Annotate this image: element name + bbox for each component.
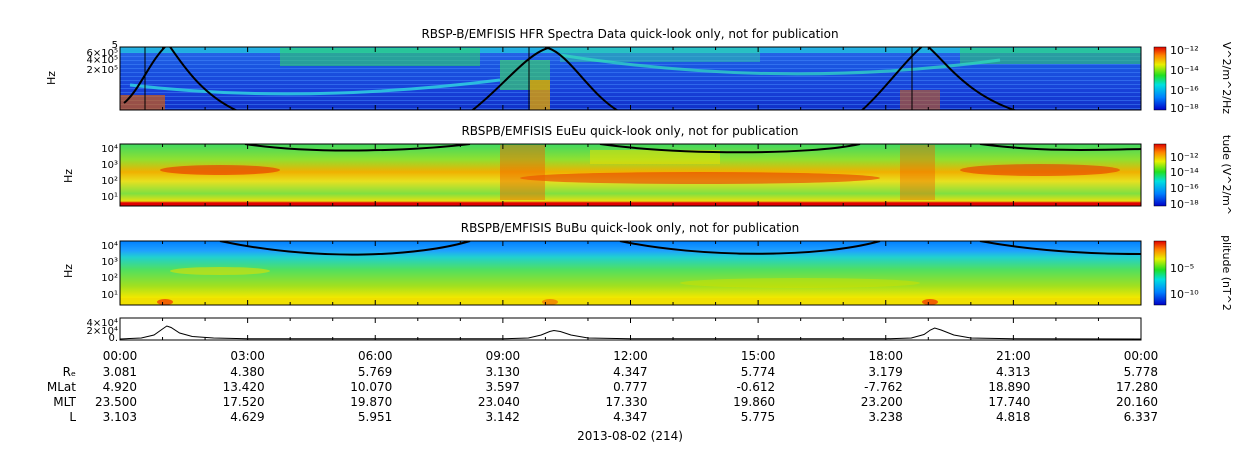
ephemeris-value: 3.081 <box>103 365 137 379</box>
ephemeris-value: 23.500 <box>95 395 137 409</box>
time-tick-label: 21:00 <box>996 349 1031 363</box>
ephemeris-value: 6.337 <box>1124 410 1158 424</box>
bubu-colorbar <box>1153 240 1167 306</box>
ephemeris-value: 3.597 <box>486 380 520 394</box>
eueu-colorbar <box>1153 143 1167 207</box>
ephemeris-value: 20.160 <box>1116 395 1158 409</box>
ephemeris-value: 17.330 <box>606 395 648 409</box>
ephemeris-value: 23.040 <box>478 395 520 409</box>
ephemeris-value: 19.860 <box>733 395 775 409</box>
ephemeris-row-label: Rₑ <box>63 365 76 379</box>
bubu-ytick: 10² <box>101 273 118 284</box>
eueu-ytick: 10³ <box>101 160 118 171</box>
ephemeris-row-label: MLT <box>53 395 76 409</box>
ephemeris-value: 5.774 <box>741 365 775 379</box>
hfr-ytick: 2×10⁵ <box>87 65 118 76</box>
ephemeris-row-label: L <box>69 410 76 424</box>
eueu-cbar-tick: 10⁻¹⁸ <box>1170 198 1199 211</box>
eueu-ytick: 10² <box>101 176 118 187</box>
bubu-ytick: 10³ <box>101 257 118 268</box>
eueu-cbar-label: tude (V^2/m^ <box>1220 135 1233 215</box>
ephemeris-value: 0.777 <box>613 380 647 394</box>
hfr-colorbar <box>1153 46 1167 111</box>
eueu-cbar-tick: 10⁻¹⁶ <box>1170 182 1199 195</box>
hfr-ytick: 6×10⁵ <box>87 48 118 59</box>
hfr-cbar-tick: 10⁻¹⁸ <box>1170 102 1199 115</box>
hfr-panel: RBSP-B/EMFISIS HFR Spectra Data quick-lo… <box>45 27 1233 115</box>
ephemeris-value: 4.347 <box>613 365 647 379</box>
ephemeris-value: 4.313 <box>996 365 1030 379</box>
ephemeris-value: 3.179 <box>868 365 902 379</box>
ephemeris-value: 5.951 <box>358 410 392 424</box>
eueu-panel: RBSPB/EMFISIS EuEu quick-look only, not … <box>62 124 1233 215</box>
bubu-panel: RBSPB/EMFISIS BuBu quick-look only, not … <box>62 221 1233 311</box>
ephemeris-value: 10.070 <box>350 380 392 394</box>
time-tick-label: 18:00 <box>868 349 903 363</box>
eueu-cbar-tick: 10⁻¹² <box>1170 151 1199 164</box>
hfr-cbar-tick: 10⁻¹⁴ <box>1170 64 1199 77</box>
line-panel: 4×10⁴ 2×10⁴ 0. <box>87 317 1142 344</box>
time-axis: 00:00 03:00 06:00 09:00 12:00 15:00 18:00 21:00… <box>103 349 1159 363</box>
ephemeris-value: 17.280 <box>1116 380 1158 394</box>
ephemeris-value: 4.347 <box>613 410 647 424</box>
time-tick-label: 03:00 <box>230 349 265 363</box>
ephemeris-value: 5.778 <box>1124 365 1158 379</box>
ephemeris-value: 4.818 <box>996 410 1030 424</box>
ephemeris-value: 4.380 <box>230 365 264 379</box>
bubu-cbar-label: plitude (nT^2 <box>1220 235 1233 311</box>
ephemeris-value: 23.200 <box>861 395 903 409</box>
ephemeris-value: 3.238 <box>868 410 902 424</box>
ephemeris-value: 13.420 <box>223 380 265 394</box>
ephemeris-value: 3.130 <box>486 365 520 379</box>
eueu-ytick: 10¹ <box>101 192 118 203</box>
hfr-ytick: 5 <box>112 40 118 51</box>
line-series <box>120 325 1141 340</box>
eueu-cbar-tick: 10⁻¹⁴ <box>1170 166 1199 179</box>
eueu-ytick: 10⁴ <box>101 144 118 155</box>
ephemeris-row-label: MLat <box>47 380 76 394</box>
line-ytick: 4×10⁴ <box>87 318 118 329</box>
hfr-cbar-tick: 10⁻¹⁶ <box>1170 84 1199 97</box>
ephemeris-value: 4.629 <box>230 410 264 424</box>
time-tick-label: 09:00 <box>486 349 521 363</box>
ephemeris-value: 4.920 <box>103 380 137 394</box>
bubu-spectrogram <box>120 241 1141 305</box>
line-ytick: 2×10⁴ <box>87 326 118 337</box>
bubu-cbar-tick: 10⁻⁵ <box>1170 262 1194 275</box>
hfr-spectrogram <box>120 47 1141 110</box>
ephemeris-value: -0.612 <box>736 380 775 394</box>
hfr-ylabel: Hz <box>45 71 58 85</box>
time-tick-label: 00:00 <box>1124 349 1159 363</box>
ephemeris-value: 5.775 <box>741 410 775 424</box>
ephemeris-value: 3.142 <box>486 410 520 424</box>
time-tick-label: 12:00 <box>613 349 648 363</box>
bubu-ytick: 10¹ <box>101 290 118 301</box>
eueu-title: RBSPB/EMFISIS EuEu quick-look only, not … <box>461 124 798 138</box>
time-tick-label: 06:00 <box>358 349 393 363</box>
hfr-cbar-label: V^2/m^2/Hz <box>1220 42 1233 114</box>
ephemeris-value: 17.740 <box>988 395 1030 409</box>
bubu-title: RBSPB/EMFISIS BuBu quick-look only, not … <box>461 221 799 235</box>
eueu-ylabel: Hz <box>62 169 75 183</box>
bubu-ytick: 10⁴ <box>101 241 118 252</box>
date-label: 2013-08-02 (214) <box>577 429 683 443</box>
hfr-ytick: 4×10⁵ <box>87 55 118 66</box>
ephemeris-value: -7.762 <box>864 380 903 394</box>
bubu-cbar-tick: 10⁻¹⁰ <box>1170 288 1199 301</box>
ephemeris-value: 5.769 <box>358 365 392 379</box>
ephemeris-value: 18.890 <box>988 380 1030 394</box>
ephemeris-value: 17.520 <box>223 395 265 409</box>
time-tick-label: 15:00 <box>741 349 776 363</box>
ephemeris-value: 19.870 <box>350 395 392 409</box>
bubu-ylabel: Hz <box>62 264 75 278</box>
hfr-title: RBSP-B/EMFISIS HFR Spectra Data quick-lo… <box>421 27 838 41</box>
time-tick-label: 00:00 <box>103 349 138 363</box>
line-ytick: 0. <box>108 333 118 344</box>
ephemeris-value: 3.103 <box>103 410 137 424</box>
eueu-spectrogram <box>120 144 1141 206</box>
hfr-cbar-tick: 10⁻¹² <box>1170 44 1199 57</box>
